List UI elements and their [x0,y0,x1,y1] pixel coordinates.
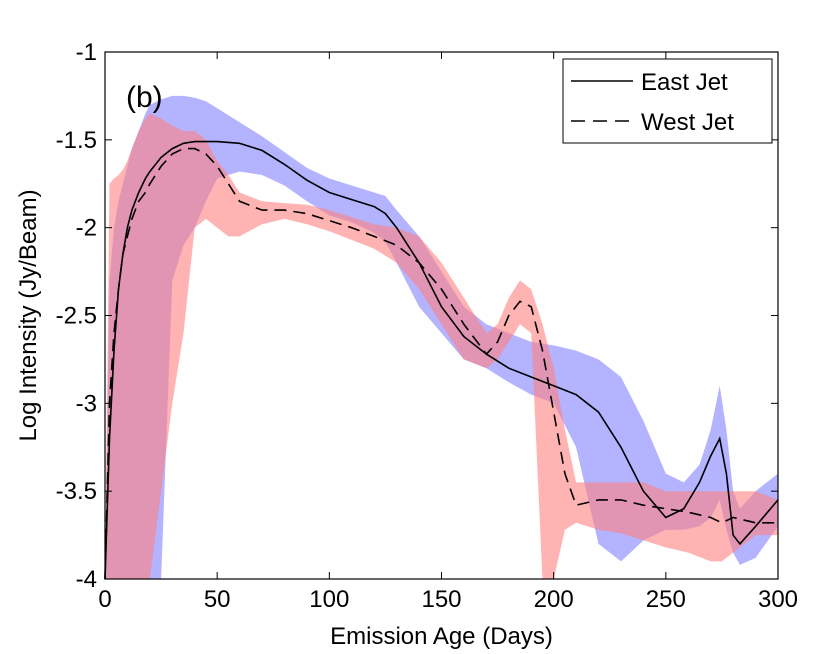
y-axis-label: Log Intensity (Jy/Beam) [15,189,42,441]
x-tick-label: 0 [98,586,111,613]
y-tick-label: -1.5 [56,127,97,154]
x-tick-label: 250 [646,586,686,613]
x-tick-label: 200 [534,586,574,613]
tick-labels: 0 50 100 150 200 250 300 -4 -3.5 -3 -2.5 -2 -1.5 -1 [56,39,798,613]
band-east-jet [105,95,778,580]
legend-label-west-jet: West Jet [641,109,734,136]
axis-ticks [104,51,779,580]
x-tick-label: 100 [309,586,349,613]
band-west-jet [105,113,778,579]
series-lines [104,140,779,580]
y-tick-label: -3.5 [56,478,97,505]
line-west-jet [104,147,778,580]
panel-label: (b) [126,81,163,114]
confidence-bands [105,95,778,580]
x-tick-label: 300 [758,586,798,613]
x-tick-label: 150 [421,586,461,613]
line-east-jet [104,140,779,580]
y-tick-label: -4 [76,566,97,593]
legend: East Jet West Jet [562,58,773,144]
y-tick-label: -3 [76,390,97,417]
x-axis-label: Emission Age (Days) [330,623,553,650]
y-tick-label: -1 [76,39,97,66]
legend-label-east-jet: East Jet [641,69,728,96]
x-tick-label: 50 [204,586,231,613]
y-tick-label: -2 [76,215,97,242]
y-tick-label: -2.5 [56,303,97,330]
legend-box [562,58,773,144]
